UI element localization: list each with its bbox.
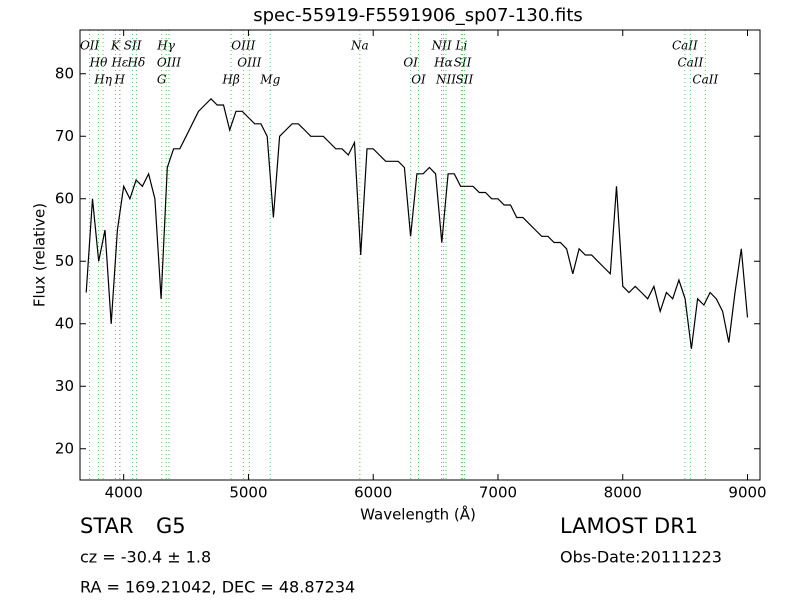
- y-tick-label: 30: [55, 377, 74, 395]
- y-tick-label: 80: [55, 64, 74, 82]
- line-label: OIII: [237, 56, 261, 70]
- chart-title: spec-55919-F5591906_sp07-130.fits: [253, 5, 583, 26]
- line-label: Hη: [93, 73, 112, 87]
- line-label: SII: [456, 73, 474, 87]
- coords: RA = 169.21042, DEC = 48.87234: [80, 578, 355, 597]
- x-tick-label: 8000: [604, 484, 642, 502]
- line-label: OIII: [231, 39, 255, 53]
- line-label: Li: [455, 39, 468, 53]
- x-tick-label: 9000: [728, 484, 766, 502]
- x-tick-label: 6000: [354, 484, 392, 502]
- line-label: G: [157, 73, 167, 87]
- line-label: Hγ: [156, 39, 175, 53]
- line-label: OII: [80, 39, 100, 53]
- x-tick-label: 5000: [229, 484, 267, 502]
- line-label: Mg: [259, 73, 280, 87]
- subclass: G5: [156, 514, 186, 538]
- line-label: CaII: [672, 39, 698, 53]
- class: STAR: [80, 514, 133, 538]
- y-tick-label: 70: [55, 127, 74, 145]
- line-label: K: [110, 39, 121, 53]
- line-label: CaII: [692, 73, 718, 87]
- y-tick-label: 60: [55, 189, 74, 207]
- y-tick-label: 20: [55, 439, 74, 457]
- line-label: CaII: [677, 56, 703, 70]
- x-tick-label: 7000: [479, 484, 517, 502]
- line-label: OI: [403, 56, 418, 70]
- line-label: SII: [124, 39, 142, 53]
- line-label: OI: [411, 73, 426, 87]
- line-label: NII: [431, 39, 452, 53]
- line-label: Hθ: [89, 56, 108, 70]
- line-label: Hδ: [127, 56, 146, 70]
- line-label: H: [113, 73, 125, 87]
- x-axis-label: Wavelength (Å): [360, 505, 476, 524]
- y-tick-label: 40: [55, 314, 74, 332]
- line-label: Hβ: [221, 73, 239, 87]
- redshift: cz = -30.4 ± 1.8: [80, 548, 211, 567]
- line-label: OIII: [157, 56, 181, 70]
- spectrum: [85, 97, 749, 349]
- line-label: SII: [454, 56, 472, 70]
- y-axis-label: Flux (relative): [31, 203, 49, 307]
- x-tick-label: 4000: [105, 484, 143, 502]
- obs-date: Obs-Date:20111223: [560, 548, 722, 567]
- survey: LAMOST DR1: [560, 514, 698, 538]
- plot-frame: [79, 29, 761, 481]
- line-label: Hα: [433, 56, 453, 70]
- line-label: Na: [350, 39, 369, 53]
- line-label: NII: [435, 73, 456, 87]
- y-tick-label: 50: [55, 252, 74, 270]
